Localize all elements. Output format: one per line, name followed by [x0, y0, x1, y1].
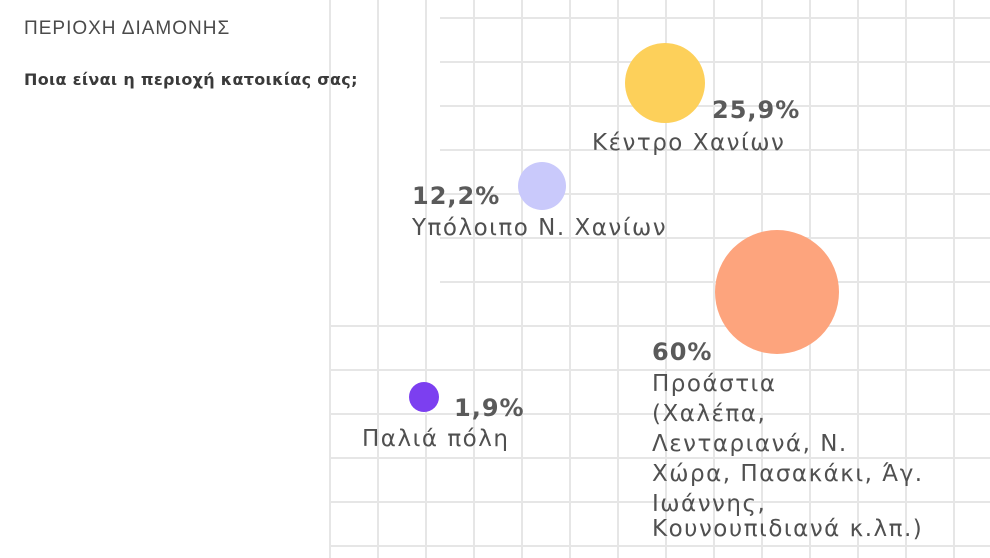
category-label-proastia-line-4: Χώρα, Πασακάκι, Άγ.: [652, 461, 924, 487]
category-label-kentro-chanion: Κέντρο Χανίων: [592, 130, 786, 156]
value-label-ypoloipo-n-chanion: 12,2%: [412, 182, 501, 210]
category-label-proastia-line-5: Ιωάννης,: [652, 491, 767, 517]
bubble-kentro-chanion: [625, 43, 705, 123]
category-label-palia-poli: Παλιά πόλη: [362, 426, 510, 452]
bubble-proastia: [715, 230, 839, 354]
category-label-ypoloipo-n-chanion: Υπόλοιπο Ν. Χανίων: [412, 215, 668, 241]
value-label-kentro-chanion: 25,9%: [712, 96, 801, 124]
section-kicker: ΠΕΡΙΟΧΗ ΔΙΑΜΟΝΗΣ: [24, 18, 231, 39]
chart-question-title: Ποια είναι η περιοχή κατοικίας σας;: [24, 70, 358, 89]
bubble-palia-poli: [409, 382, 439, 412]
category-label-proastia-line-3: Λενταριανά, Ν.: [652, 431, 848, 457]
category-label-proastia-line-1: Προάστια: [652, 371, 777, 397]
bubble-ypoloipo-n-chanion: [518, 162, 566, 210]
category-label-proastia-line-2: (Χαλέπα,: [652, 401, 767, 427]
category-label-proastia-line-6: Κουνουπιδιανά κ.λπ.): [652, 516, 924, 542]
value-label-palia-poli: 1,9%: [454, 394, 525, 422]
value-label-proastia: 60%: [652, 338, 713, 366]
